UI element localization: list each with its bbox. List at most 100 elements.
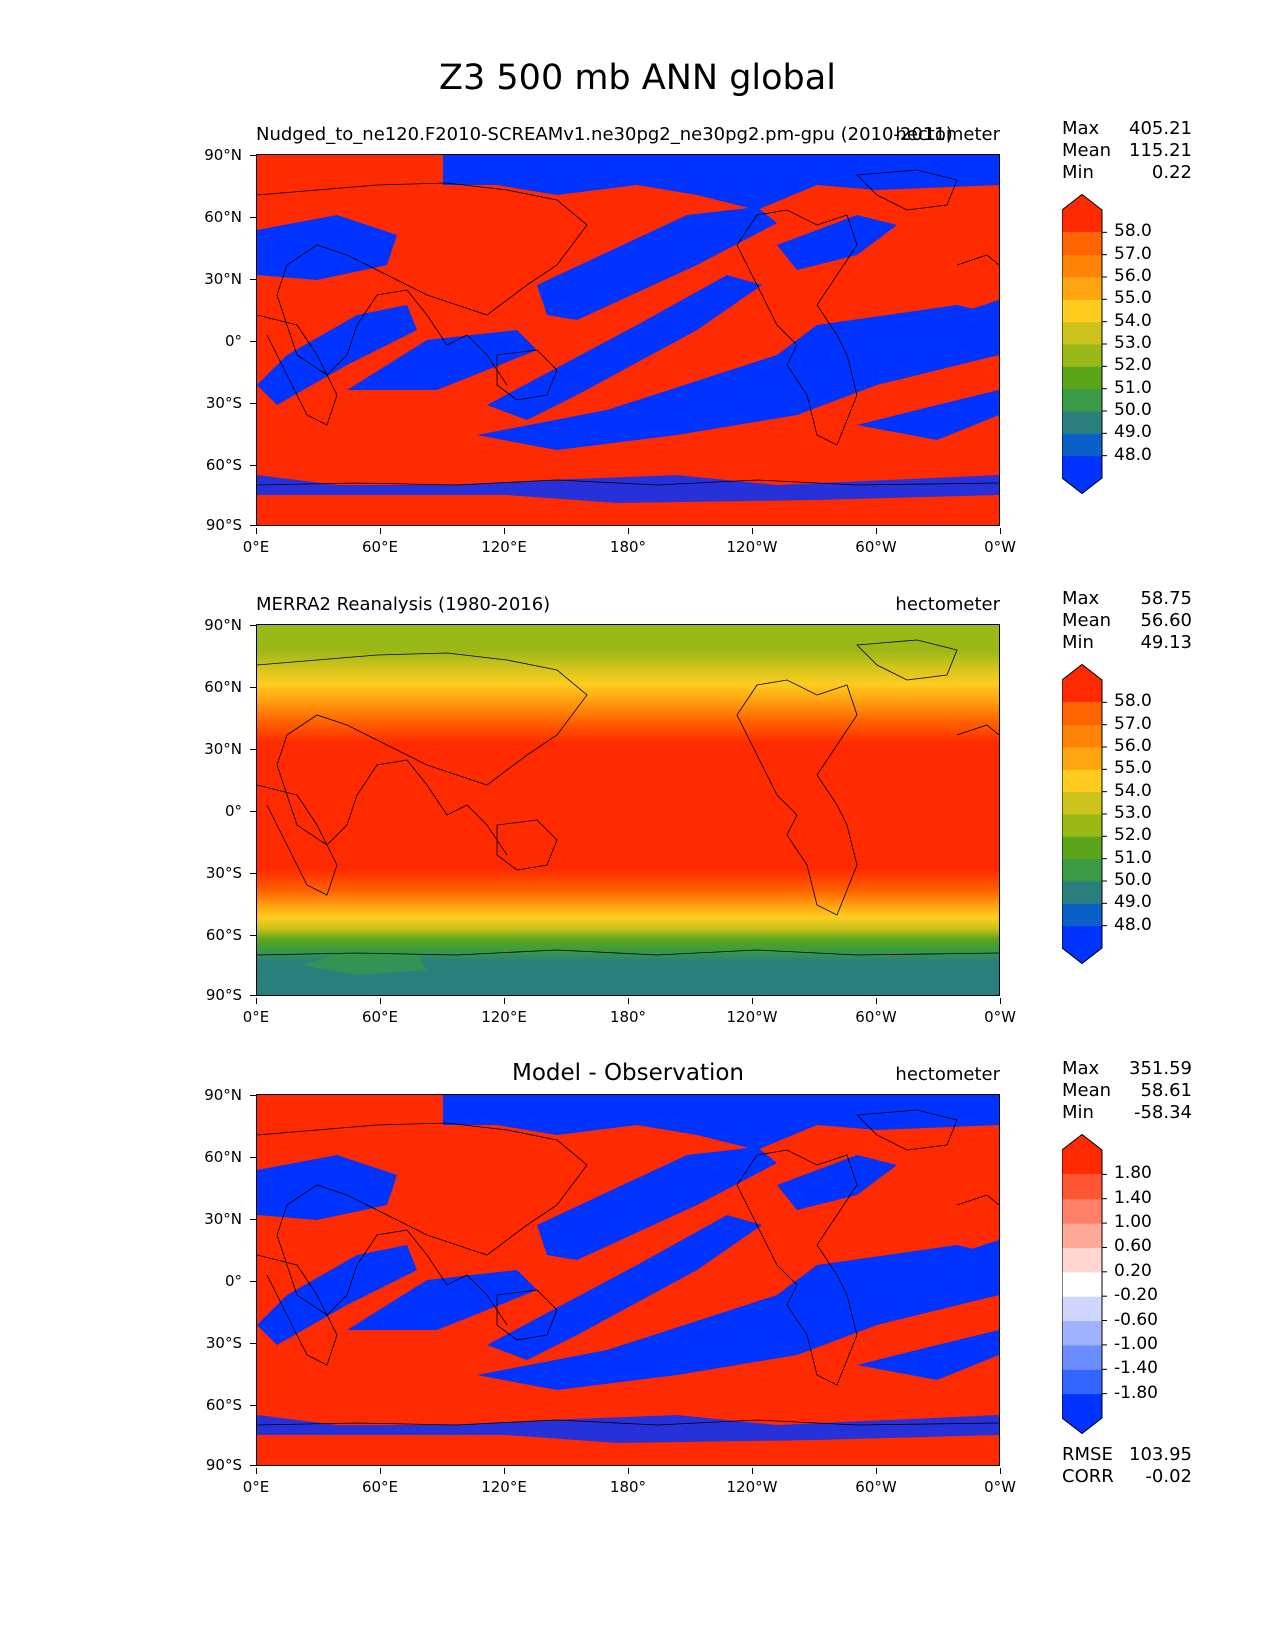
model-panel-title: Nudged_to_ne120.F2010-SCREAMv1.ne30pg2_n… (256, 124, 953, 145)
model-blue-band (857, 390, 999, 440)
x-tick-label: 120°E (464, 528, 544, 556)
stat-label: Max (1062, 1058, 1100, 1079)
colorbar-tick-label: 55.0 (1114, 758, 1152, 779)
model-blue-band (777, 215, 897, 270)
model-blue-region (443, 155, 999, 210)
colorbar-segment (1062, 1174, 1102, 1200)
colorbar-segment (1062, 321, 1102, 345)
stat-value: 351.59 (1129, 1058, 1192, 1079)
stat-label: Mean (1062, 140, 1112, 161)
colorbar-tick-label: 0.20 (1114, 1260, 1152, 1281)
difference-panel-units: hectometer (895, 1064, 1000, 1085)
colorbar-outline (1062, 1134, 1103, 1435)
model-colorbar: 58.0 57.0 56.0 55.0 54.0 53.0 52.0 51.0 50.0 49.0… (1062, 194, 1182, 495)
stat-value: 103.95 (1129, 1444, 1192, 1465)
stat-label: RMSE (1062, 1444, 1113, 1465)
y-tick-label: 90°S (150, 516, 256, 534)
colorbar-tick-label: 1.00 (1114, 1212, 1152, 1233)
difference-panel: Model - Observation hectometer (0, 1050, 1275, 1520)
colorbar-tick-label: 56.0 (1114, 266, 1152, 286)
model-blue-band (257, 215, 397, 280)
colorbar-tick-label: -1.80 (1114, 1382, 1158, 1403)
y-tick-label: 90°N (150, 616, 256, 634)
colorbar-segment (1062, 299, 1102, 323)
difference-blue-band (847, 1240, 999, 1330)
colorbar-tick-label: 58.0 (1114, 691, 1152, 712)
model-stats: Max 405.21 Mean 115.21 Min 0.22 (1062, 118, 1192, 184)
stat-label: Max (1062, 118, 1100, 139)
y-tick-label: 90°N (150, 1086, 256, 1104)
colorbar-tick-label: 52.0 (1114, 355, 1152, 376)
x-tick-label: 120°W (712, 998, 792, 1026)
y-tick-label: 60°N (150, 1148, 256, 1166)
colorbar-segment (1062, 769, 1102, 793)
colorbar-tick-label: 51.0 (1114, 377, 1152, 398)
y-tick-label: 30°N (150, 1210, 256, 1228)
difference-blue-region (257, 1415, 999, 1443)
y-tick-label: 90°S (150, 1456, 256, 1474)
stat-value: -0.02 (1145, 1466, 1192, 1487)
colorbar-segment (1062, 433, 1102, 457)
difference-skill-stats: RMSE 103.95 CORR -0.02 (1062, 1444, 1192, 1488)
difference-map (256, 1094, 1000, 1466)
stat-label: Min (1062, 162, 1094, 183)
x-tick-label: 60°W (836, 528, 916, 556)
y-tick-label: 60°S (150, 456, 256, 474)
y-tick-label: 0° (150, 802, 256, 820)
colorbar-segment (1062, 1296, 1102, 1322)
colorbar-tick-label: 57.0 (1114, 713, 1152, 734)
difference-blue-region (443, 1095, 999, 1150)
colorbar-segment (1062, 702, 1102, 726)
stat-label: Min (1062, 632, 1094, 653)
x-tick-label: 60°E (340, 528, 420, 556)
difference-blue-band (257, 1245, 417, 1345)
x-tick-label: 60°W (836, 1468, 916, 1496)
difference-blue-band (347, 1270, 537, 1330)
model-blue-band (477, 305, 999, 450)
colorbar-segment (1062, 1134, 1102, 1175)
colorbar-graphic (1062, 664, 1107, 965)
difference-colorbar: 1.80 1.40 1.00 0.60 0.20 -0.20 -0.60 -1.00 -1.40… (1062, 1134, 1182, 1435)
colorbar-tick-label: 58.0 (1114, 221, 1152, 242)
model-blue-band (847, 300, 999, 390)
colorbar-outline (1062, 664, 1103, 965)
colorbar-segment (1062, 814, 1102, 837)
stat-value: 405.21 (1129, 118, 1192, 139)
x-tick-label: 180° (588, 1468, 668, 1496)
observation-stats: Max 58.75 Mean 56.60 Min 49.13 (1062, 588, 1192, 654)
colorbar-tick-label: 50.0 (1114, 400, 1152, 420)
y-tick-label: 30°S (150, 864, 256, 882)
stat-label: Min (1062, 1102, 1094, 1123)
model-blue-region (257, 475, 999, 503)
colorbar-tick-label: 49.0 (1114, 892, 1152, 913)
colorbar-tick-label: 1.40 (1114, 1187, 1152, 1208)
model-blue-band (537, 207, 777, 320)
difference-blue-band (487, 1215, 762, 1360)
colorbar-graphic (1062, 194, 1107, 495)
colorbar-segment (1062, 388, 1102, 412)
colorbar-segment (1062, 1344, 1102, 1370)
colorbar-segment (1062, 1198, 1102, 1224)
difference-blue-band (257, 1155, 397, 1220)
colorbar-segment (1062, 1271, 1102, 1297)
y-tick-label: 60°S (150, 926, 256, 944)
x-tick-label: 180° (588, 528, 668, 556)
colorbar-tick-label: 52.0 (1114, 825, 1152, 846)
model-blue-band (487, 275, 762, 420)
observation-colorbar: 58.0 57.0 56.0 55.0 54.0 53.0 52.0 51.0 50.0 49.0… (1062, 664, 1182, 965)
colorbar-segment (1062, 858, 1102, 882)
colorbar-segment (1062, 747, 1102, 770)
figure-title: Z3 500 mb ANN global (439, 58, 836, 98)
model-panel-units: hectometer (895, 124, 1000, 145)
colorbar-segment (1062, 1320, 1102, 1346)
colorbar-segment (1062, 1223, 1102, 1248)
stat-value: 115.21 (1129, 140, 1192, 161)
colorbar-tick-label: 55.0 (1114, 288, 1152, 309)
colorbar-tick-label: -0.60 (1114, 1309, 1158, 1330)
coastlines (257, 639, 999, 956)
x-tick-label: 120°W (712, 528, 792, 556)
colorbar-tick-label: 54.0 (1114, 310, 1152, 331)
stat-label: Mean (1062, 610, 1112, 631)
y-tick-label: 90°S (150, 986, 256, 1004)
stat-value: 49.13 (1140, 632, 1192, 653)
